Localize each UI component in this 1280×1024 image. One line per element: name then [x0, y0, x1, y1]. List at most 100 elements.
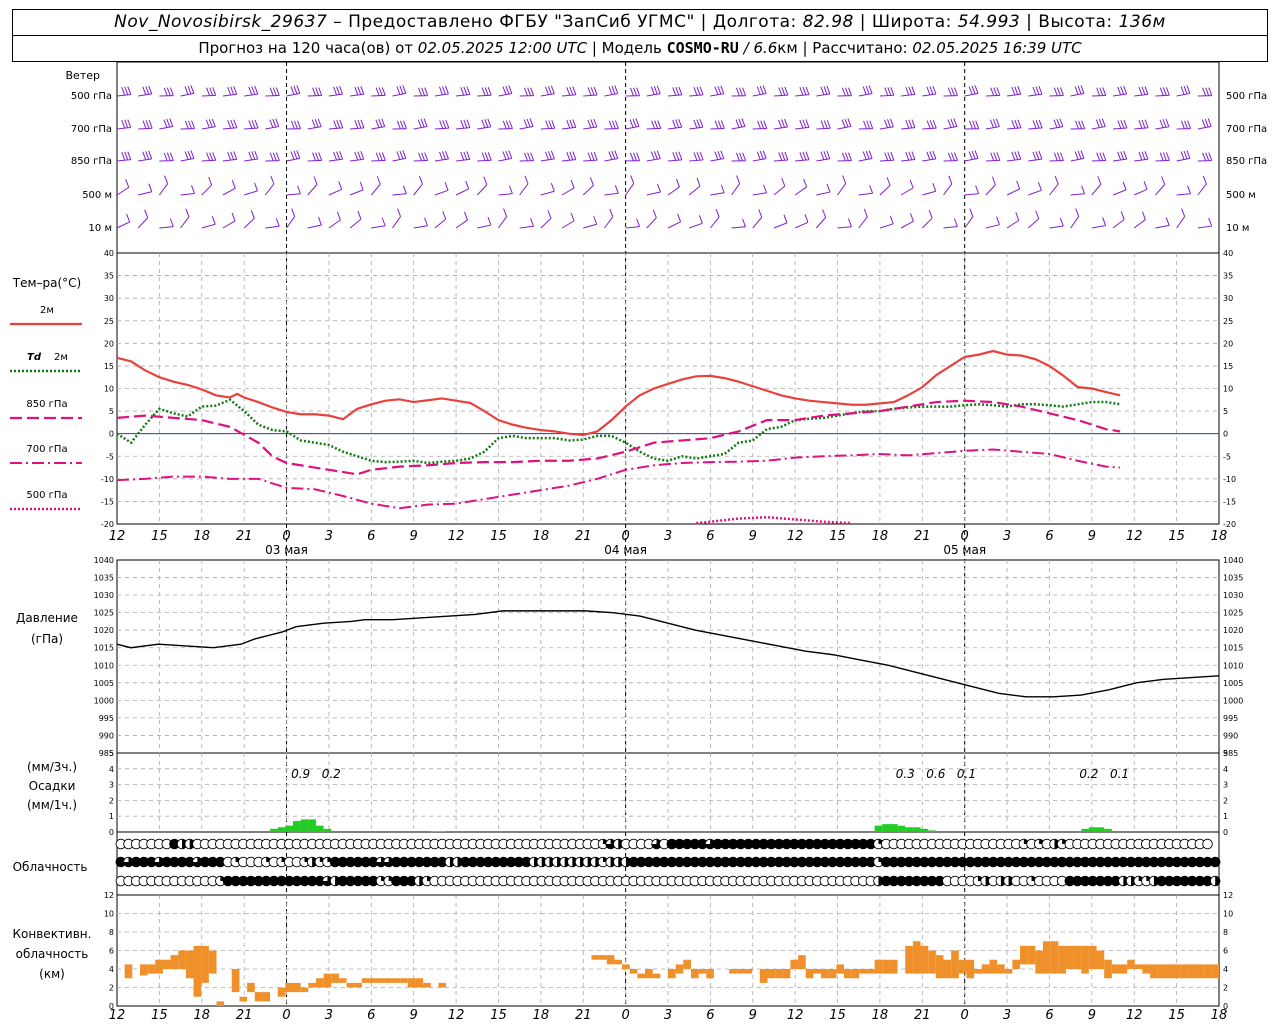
wind-barb-flag — [1038, 119, 1043, 129]
wind-barb-flag — [887, 87, 892, 96]
precip-bar — [928, 830, 936, 832]
pressure-tick-label-right: 995 — [1223, 714, 1238, 723]
pressure-tick-label-right: 1005 — [1223, 679, 1243, 688]
wind-barb-shaft — [773, 222, 788, 229]
sep-5: | — [797, 39, 813, 57]
conv-title-1: Конвективн. — [13, 927, 92, 941]
wind-barb-flag — [863, 120, 868, 129]
conv-bar — [170, 955, 179, 969]
wind-barb-flag — [735, 119, 740, 128]
temp-tick-label-left: 30 — [104, 294, 114, 303]
wind-barb-flag — [466, 86, 471, 95]
temp-tick-label-right: -20 — [1223, 520, 1236, 529]
wind-barb-flag — [1077, 85, 1082, 95]
time-tick-label: 0 — [282, 1008, 290, 1023]
wind-barb-flag — [293, 85, 298, 95]
wind-barb-flag — [1187, 185, 1192, 194]
wind-barb-flag — [275, 87, 280, 96]
wind-barb-flag — [191, 185, 195, 194]
wind-barb-shaft — [222, 187, 236, 196]
wind-barb-flag — [357, 210, 362, 220]
time-tick-label: 12 — [787, 1008, 804, 1023]
wind-barb-flag — [799, 119, 804, 129]
wind-barb-flag — [551, 120, 556, 129]
wind-barb-flag — [293, 120, 298, 129]
wind-barb-flag — [953, 218, 958, 227]
wind-barb-flag — [1017, 119, 1022, 128]
wind-barb-shaft — [1112, 93, 1127, 97]
wind-barb-flag — [1141, 151, 1146, 160]
wind-barb-shaft — [646, 93, 661, 97]
temp-tick-label-left: -5 — [106, 452, 114, 461]
pressure-tick-label-left: 1000 — [94, 696, 114, 705]
wind-barb-flag — [889, 118, 894, 128]
precip-bar — [285, 825, 294, 832]
res-unit: км — [777, 39, 798, 57]
wind-barb-flag — [781, 87, 786, 96]
wind-barb-flag — [444, 85, 449, 95]
conv-title-3: (км) — [39, 967, 65, 981]
wind-barb-shaft — [604, 93, 618, 97]
wind-barb-shaft — [264, 183, 275, 196]
wind-barb-flag — [1162, 152, 1167, 161]
wind-barb-shaft — [985, 159, 1000, 162]
precip-bar — [1088, 827, 1097, 832]
conv-bar — [889, 959, 898, 974]
wind-barb-flag — [569, 86, 574, 96]
wind-barb-flag — [653, 85, 658, 95]
precip-title: Осадки — [29, 779, 76, 793]
wind-barb-flag — [699, 119, 704, 128]
temp-tick-label-right: 30 — [1223, 294, 1233, 303]
wind-barb-shaft — [328, 93, 343, 97]
wind-barb-flag — [1059, 118, 1064, 127]
time-tick-label: 21 — [236, 529, 253, 544]
wind-barb-flag — [375, 152, 380, 161]
conv-bar — [1188, 964, 1197, 979]
wind-barb-flag — [909, 213, 914, 222]
time-tick-label: 18 — [533, 1008, 550, 1023]
conv-bar — [139, 964, 148, 976]
wind-barb-flag — [227, 86, 232, 96]
wind-barb-flag — [823, 120, 828, 129]
wind-barb-shaft — [138, 127, 153, 130]
time-tick-label: 21 — [575, 1008, 592, 1023]
wind-barb-shaft — [201, 223, 216, 229]
wind-barb-shaft — [307, 224, 322, 229]
pressure-tick-label-right: 990 — [1223, 731, 1238, 740]
wind-barb-shaft — [689, 159, 704, 162]
wind-barb-flag — [848, 152, 852, 161]
wind-barb-flag — [124, 151, 129, 161]
wind-barb-flag — [484, 87, 489, 96]
wind-barb-flag — [841, 119, 846, 128]
wind-barb-shaft — [667, 159, 682, 162]
wind-barb-flag — [1102, 217, 1107, 226]
wind-barb-flag — [375, 87, 380, 96]
wind-barb-flag — [720, 184, 725, 193]
wind-barb-flag — [269, 87, 274, 96]
wind-barb-flag — [989, 119, 994, 128]
wind-barb-flag — [890, 87, 895, 96]
wind-level-label-right: 700 гПа — [1226, 124, 1267, 135]
wind-barb-shaft — [434, 189, 449, 196]
wind-barb-flag — [1016, 180, 1021, 190]
wind-barb-flag — [127, 119, 132, 128]
wind-barb-flag — [1208, 152, 1213, 161]
wind-barb-flag — [844, 118, 849, 128]
time-tick-label: 15 — [490, 529, 507, 544]
wind-barb-flag — [445, 119, 450, 129]
wind-barb-flag — [947, 119, 952, 128]
wind-barb-shaft — [137, 217, 149, 229]
wind-barb-flag — [784, 118, 789, 128]
wind-barb-flag — [699, 86, 704, 96]
wind-barb-flag — [715, 208, 720, 218]
wind-barb-shaft — [1113, 127, 1127, 130]
time-tick-label: 9 — [749, 1008, 757, 1023]
wind-barb-shaft — [879, 223, 894, 229]
time-tick-label: 15 — [151, 1008, 168, 1023]
wind-barb-shaft — [434, 93, 449, 97]
res-sep: / — [738, 39, 754, 57]
conv-bar — [1065, 945, 1074, 969]
conv-tick-label-right: 0 — [1223, 1002, 1228, 1011]
wind-barb-shaft — [667, 221, 681, 229]
wind-barb-flag — [418, 87, 422, 96]
